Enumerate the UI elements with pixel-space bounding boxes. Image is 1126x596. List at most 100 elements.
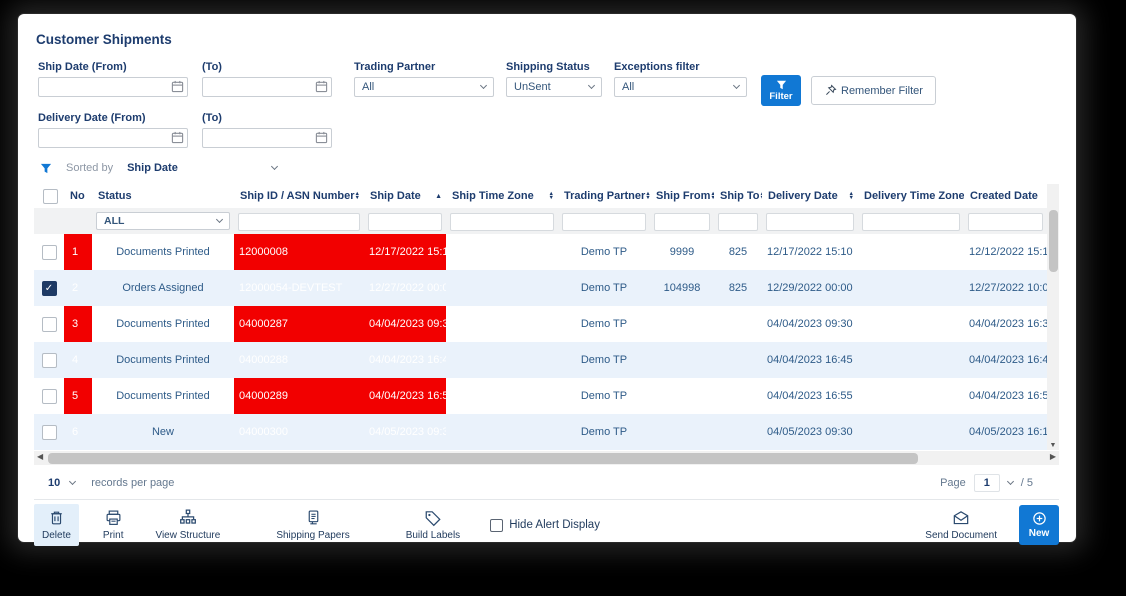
table-row[interactable]: 4 Documents Printed 04000288 04/04/2023 … xyxy=(34,342,1047,378)
vertical-scrollbar[interactable]: ▼ xyxy=(1047,184,1059,450)
col-header-trading-partner[interactable]: Trading Partner ▲ ▼ xyxy=(564,190,650,202)
row-checkbox[interactable] xyxy=(41,388,57,404)
chevron-down-icon xyxy=(732,81,741,90)
sort-field-select[interactable]: Ship Date xyxy=(127,162,279,174)
chevron-down-icon xyxy=(215,215,224,224)
vertical-scrollbar-thumb[interactable] xyxy=(1048,210,1058,272)
print-button[interactable]: Print xyxy=(95,504,132,546)
calendar-icon[interactable] xyxy=(171,80,184,93)
scroll-right-arrow-icon[interactable]: ▶ xyxy=(1049,452,1056,461)
trash-icon xyxy=(51,511,62,525)
delivery-date-to-group: (To) xyxy=(202,112,332,148)
col-header-ship-tz[interactable]: Ship Time Zone ▲ ▼ xyxy=(452,190,554,202)
chevron-down-icon xyxy=(479,81,488,90)
horizontal-scrollbar-thumb[interactable] xyxy=(48,452,918,464)
table-row[interactable]: 6 New 04000300 04/05/2023 09:30 Demo TP … xyxy=(34,414,1047,450)
calendar-icon[interactable] xyxy=(315,80,328,93)
current-page-input[interactable] xyxy=(973,474,1000,492)
row-checkbox[interactable]: ✓ xyxy=(41,280,57,296)
cell-ship-time-zone xyxy=(446,270,558,306)
table-row[interactable]: 3 Documents Printed 04000287 04/04/2023 … xyxy=(34,306,1047,342)
build-labels-button[interactable]: Build Labels xyxy=(398,504,468,546)
customer-shipments-panel: Customer Shipments Ship Date (From) (To)… xyxy=(18,14,1076,546)
ship-tz-filter-input[interactable] xyxy=(450,212,554,231)
table-row[interactable]: 5 Documents Printed 04000289 04/04/2023 … xyxy=(34,378,1047,414)
delivery-date-filter-input[interactable] xyxy=(766,212,854,231)
delivery-tz-filter-input[interactable] xyxy=(862,212,960,231)
exceptions-select[interactable]: All xyxy=(614,77,747,97)
select-all-checkbox[interactable] xyxy=(42,188,58,204)
filter-button[interactable]: Filter xyxy=(761,75,801,106)
ship-date-to-label: (To) xyxy=(202,61,222,73)
col-header-created-date: Created Date xyxy=(970,190,1038,202)
cell-ship-date: 12/27/2022 00:00 xyxy=(364,270,446,306)
cell-trading-partner: Demo TP xyxy=(558,342,650,378)
delete-button[interactable]: Delete xyxy=(34,504,79,546)
bottom-toolbar: Delete Print View Structure Shipping Pap… xyxy=(34,500,1059,550)
delivery-date-from-input[interactable] xyxy=(38,128,188,148)
cell-ship-from: 104998 xyxy=(650,270,714,306)
col-header-ship-id[interactable]: Ship ID / ASN Number ▲ ▼ xyxy=(240,190,360,202)
cell-ship-to xyxy=(714,342,762,378)
funnel-icon[interactable] xyxy=(40,163,52,174)
sort-updown-icon[interactable]: ▲▼ xyxy=(760,191,762,201)
ship-date-from-input[interactable] xyxy=(38,77,188,97)
row-checkbox[interactable] xyxy=(41,244,57,260)
new-button[interactable]: New xyxy=(1019,505,1059,545)
cell-ship-id: 04000287 xyxy=(234,306,364,342)
chevron-down-icon[interactable] xyxy=(69,477,77,486)
ship-date-to-group: (To) xyxy=(202,61,332,97)
exceptions-filter-group: Exceptions filter All xyxy=(614,61,747,97)
checkbox-icon[interactable] xyxy=(490,518,504,532)
col-header-delivery-date[interactable]: Delivery Date ▲ ▼ xyxy=(768,190,854,202)
delivery-date-to-label: (To) xyxy=(202,112,222,124)
col-header-ship-date[interactable]: Ship Date ▲ xyxy=(370,190,442,202)
table-row[interactable]: ✓ 2 Orders Assigned 12000054-DEVTEST 12/… xyxy=(34,270,1047,306)
sort-updown-icon[interactable]: ▲▼ xyxy=(645,191,650,201)
remember-filter-button[interactable]: Remember Filter xyxy=(811,76,936,105)
cell-created-date: 04/05/2023 16:1 xyxy=(964,414,1047,450)
page-size-value[interactable]: 10 xyxy=(48,477,61,489)
cell-trading-partner: Demo TP xyxy=(580,318,628,330)
sort-updown-icon[interactable]: ▲▼ xyxy=(354,191,360,201)
ship-date-to-input[interactable] xyxy=(202,77,332,97)
trading-partner-select[interactable]: All xyxy=(354,77,494,97)
cell-delivery-time-zone xyxy=(858,414,964,450)
scroll-down-arrow-icon[interactable]: ▼ xyxy=(1049,442,1057,449)
table-row[interactable]: 1 Documents Printed 12000008 12/17/2022 … xyxy=(34,234,1047,270)
row-checkbox[interactable] xyxy=(41,316,57,332)
status-filter-select[interactable]: ALL xyxy=(96,212,230,230)
cell-trading-partner: Demo TP xyxy=(580,390,628,402)
sort-updown-icon[interactable]: ▲▼ xyxy=(848,191,854,201)
hide-alert-checkbox[interactable]: Hide Alert Display xyxy=(490,518,600,532)
cell-no: 2 xyxy=(64,270,92,306)
ship-date-filter-input[interactable] xyxy=(368,212,442,231)
calendar-icon[interactable] xyxy=(315,131,328,144)
shipping-papers-button[interactable]: Shipping Papers xyxy=(268,504,357,546)
send-document-label: Send Document xyxy=(925,530,997,541)
sort-updown-icon[interactable]: ▲▼ xyxy=(548,191,554,201)
scroll-left-arrow-icon[interactable]: ◀ xyxy=(37,452,44,461)
ship-from-filter-input[interactable] xyxy=(654,212,710,231)
row-checkbox[interactable] xyxy=(41,424,57,440)
delivery-date-to-input[interactable] xyxy=(202,128,332,148)
calendar-icon[interactable] xyxy=(171,131,184,144)
sort-asc-icon[interactable]: ▲ xyxy=(435,192,442,200)
ship-id-filter-input[interactable] xyxy=(238,212,360,231)
cell-no: 1 xyxy=(64,234,92,270)
status-filter-value: ALL xyxy=(104,215,125,227)
row-checkbox[interactable] xyxy=(41,352,57,368)
col-header-ship-from[interactable]: Ship From ▲ ▼ xyxy=(656,190,714,202)
chevron-down-icon[interactable] xyxy=(1006,477,1014,486)
view-structure-button[interactable]: View Structure xyxy=(147,504,228,546)
col-header-delivery-tz[interactable]: Delivery Time Zone▲▼ xyxy=(864,190,964,202)
col-header-ship-to[interactable]: Ship To▲▼ xyxy=(714,184,762,208)
shipping-status-select[interactable]: UnSent xyxy=(506,77,602,97)
trading-partner-filter-input[interactable] xyxy=(562,212,646,231)
ship-to-filter-input[interactable] xyxy=(718,212,758,231)
delivery-date-from-label: Delivery Date (From) xyxy=(38,112,146,124)
send-document-button[interactable]: Send Document xyxy=(917,504,1005,546)
sort-updown-icon[interactable]: ▲▼ xyxy=(710,191,714,201)
horizontal-scrollbar[interactable]: ◀ ▶ xyxy=(34,451,1059,465)
created-date-filter-input[interactable] xyxy=(968,212,1043,231)
